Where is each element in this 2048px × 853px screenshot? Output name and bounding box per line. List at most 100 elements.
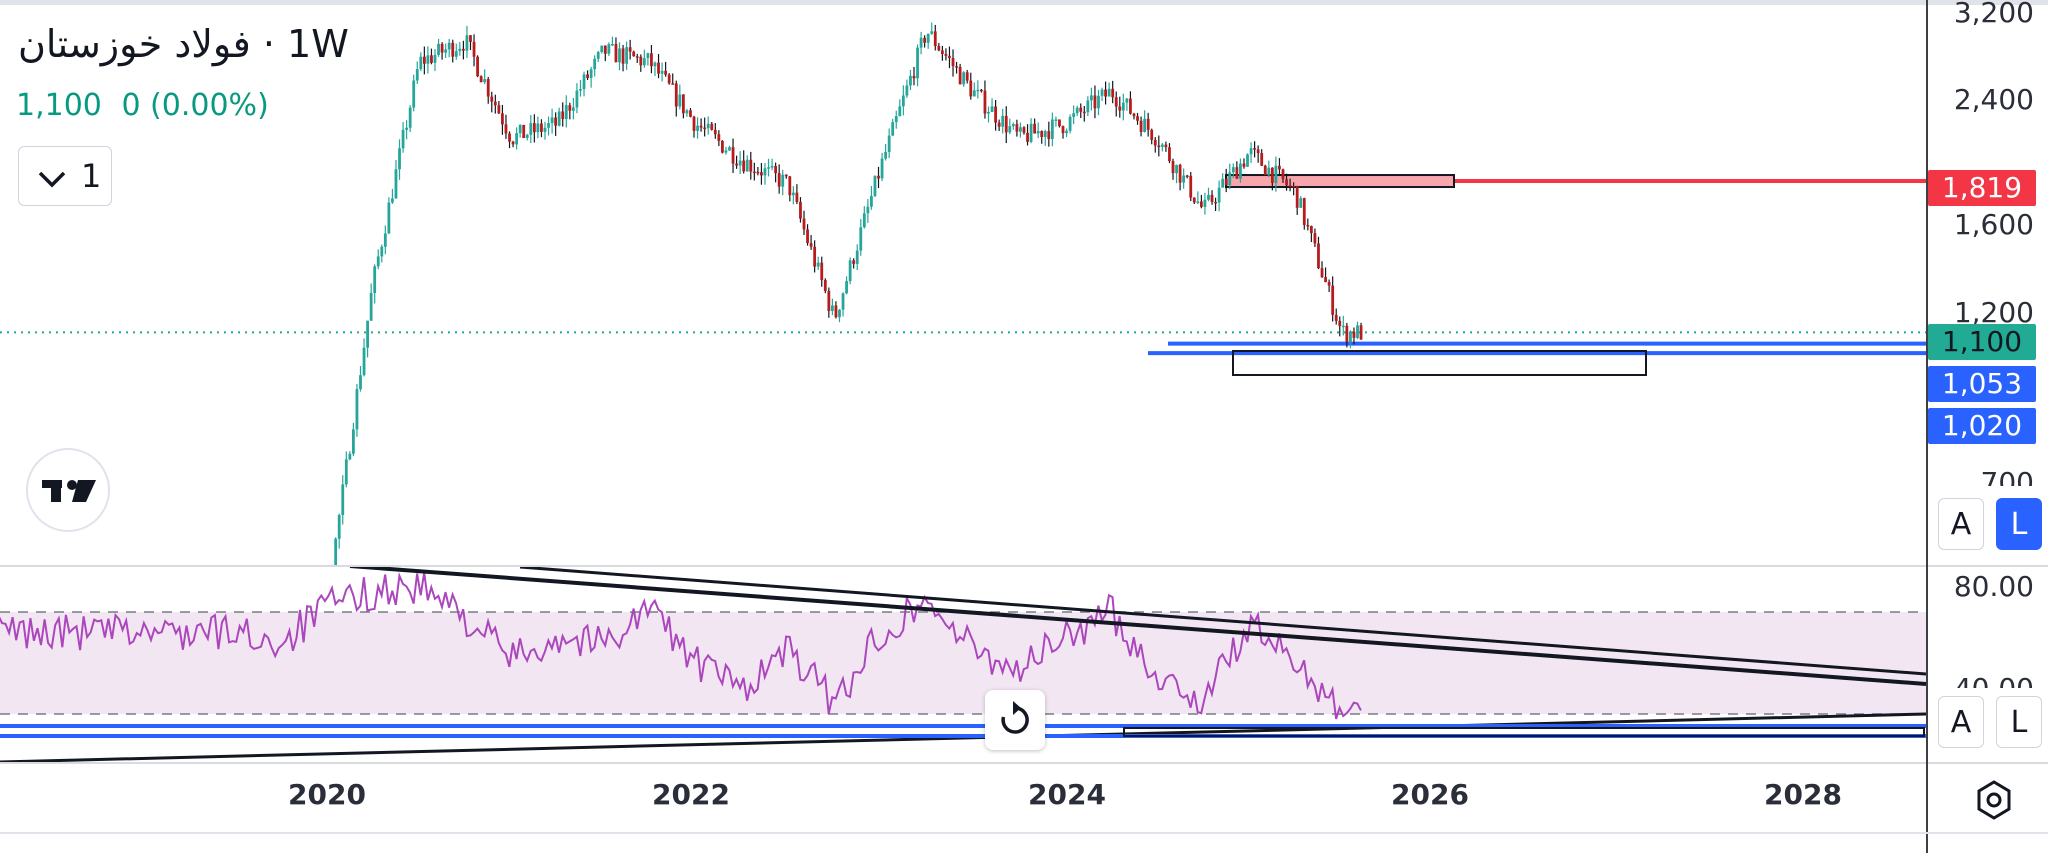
indicator-toggle-button[interactable]: 1 (18, 146, 112, 206)
candle-body (380, 246, 384, 257)
candle-body (738, 160, 742, 166)
candle-body (1345, 325, 1349, 343)
candle-body (948, 55, 951, 59)
candle-body (344, 459, 348, 485)
candle-body (994, 106, 997, 123)
candle-body (1086, 100, 1090, 113)
candle-body (575, 90, 579, 108)
rsi-log-scale-button[interactable]: L (1996, 696, 2042, 748)
candle-body (940, 50, 944, 55)
rsi-auto-scale-button[interactable]: A (1938, 696, 1984, 748)
candle-body (412, 80, 416, 108)
tradingview-logo-icon[interactable] (26, 448, 110, 532)
candle-body (1033, 123, 1037, 134)
candle-body (1047, 131, 1051, 139)
candle-body (1114, 97, 1118, 107)
candle-body (923, 37, 927, 43)
log-scale-button[interactable]: L (1996, 498, 2042, 550)
candle-body (337, 515, 341, 539)
candle-body (983, 90, 987, 114)
candle-body (703, 127, 707, 130)
candle-body (1111, 88, 1115, 98)
candle-body (962, 72, 966, 85)
candle-body (1036, 131, 1040, 134)
candle-body (884, 151, 888, 159)
candle-body (650, 53, 653, 67)
candle-body (444, 49, 448, 53)
candle-body (760, 172, 763, 176)
candle-body (752, 171, 756, 174)
candle-body (880, 158, 884, 179)
auto-scale-button[interactable]: A (1938, 498, 1984, 550)
candle-body (681, 94, 685, 114)
pane-divider[interactable] (0, 565, 2048, 567)
candle-body (1292, 185, 1296, 188)
candle-body (713, 129, 717, 135)
candle-body (728, 147, 731, 151)
candle-body (1182, 175, 1186, 183)
candle-body (1313, 233, 1317, 244)
candle-body (1015, 124, 1019, 132)
candle-body (476, 56, 479, 77)
candle-body (1089, 95, 1093, 101)
candle-body (1334, 314, 1338, 321)
candle-body (561, 111, 565, 120)
legend-separator: · (262, 22, 275, 66)
candle-body (823, 280, 827, 291)
candle-body (550, 117, 554, 124)
candle-body (898, 106, 902, 117)
candle-body (1203, 199, 1207, 207)
candle-body (969, 80, 973, 97)
price-pane[interactable] (0, 0, 2048, 566)
candle-body (490, 96, 494, 102)
time-tick: 2028 (1764, 778, 1842, 811)
candle-body (515, 133, 519, 145)
reset-chart-button[interactable] (985, 690, 1045, 750)
candle-body (529, 123, 533, 135)
candle-body (972, 90, 976, 97)
candle-body (660, 70, 664, 74)
candle-body (1189, 175, 1193, 198)
candle-body (866, 206, 870, 214)
settings-icon[interactable] (1972, 778, 2016, 822)
candle-body (1026, 132, 1029, 142)
candle-body (387, 202, 391, 234)
candle-body (1011, 124, 1015, 127)
candle-body (582, 74, 586, 90)
time-tick: 2024 (1028, 778, 1106, 811)
candle-body (813, 246, 817, 267)
candle-body (571, 107, 575, 111)
candle-body (735, 163, 738, 166)
candle-body (1054, 119, 1058, 121)
candle-body (1097, 95, 1100, 109)
candle-body (742, 160, 746, 172)
rsi-trendline (519, 566, 1927, 676)
candle-body (653, 62, 657, 67)
candle-body (1295, 186, 1299, 208)
candle-body (1132, 113, 1136, 117)
candle-body (862, 213, 866, 228)
candle-body (933, 31, 937, 46)
time-tick: 2026 (1391, 778, 1469, 811)
candle-body (391, 198, 394, 203)
candle-body (642, 58, 646, 66)
rsi-pane[interactable] (0, 566, 2048, 766)
candle-body (1253, 148, 1257, 150)
price-tick: 1,200 (1953, 296, 2034, 329)
candle-body (646, 53, 650, 59)
candle-body (522, 124, 526, 139)
rsi-support-zone (1123, 727, 1925, 737)
candle-body (334, 538, 338, 566)
candle-body (1139, 120, 1143, 132)
candle-body (440, 43, 444, 53)
candle-body (912, 75, 916, 79)
candle-body (430, 55, 433, 63)
chevron-down-icon (38, 171, 66, 188)
candle-body (756, 171, 760, 174)
candle-body (852, 260, 856, 264)
candle-body (774, 165, 778, 174)
candle-body (870, 195, 873, 207)
symbol-legend[interactable]: فولاد خوزستان · 1W (18, 22, 349, 66)
candle-body (564, 105, 568, 120)
